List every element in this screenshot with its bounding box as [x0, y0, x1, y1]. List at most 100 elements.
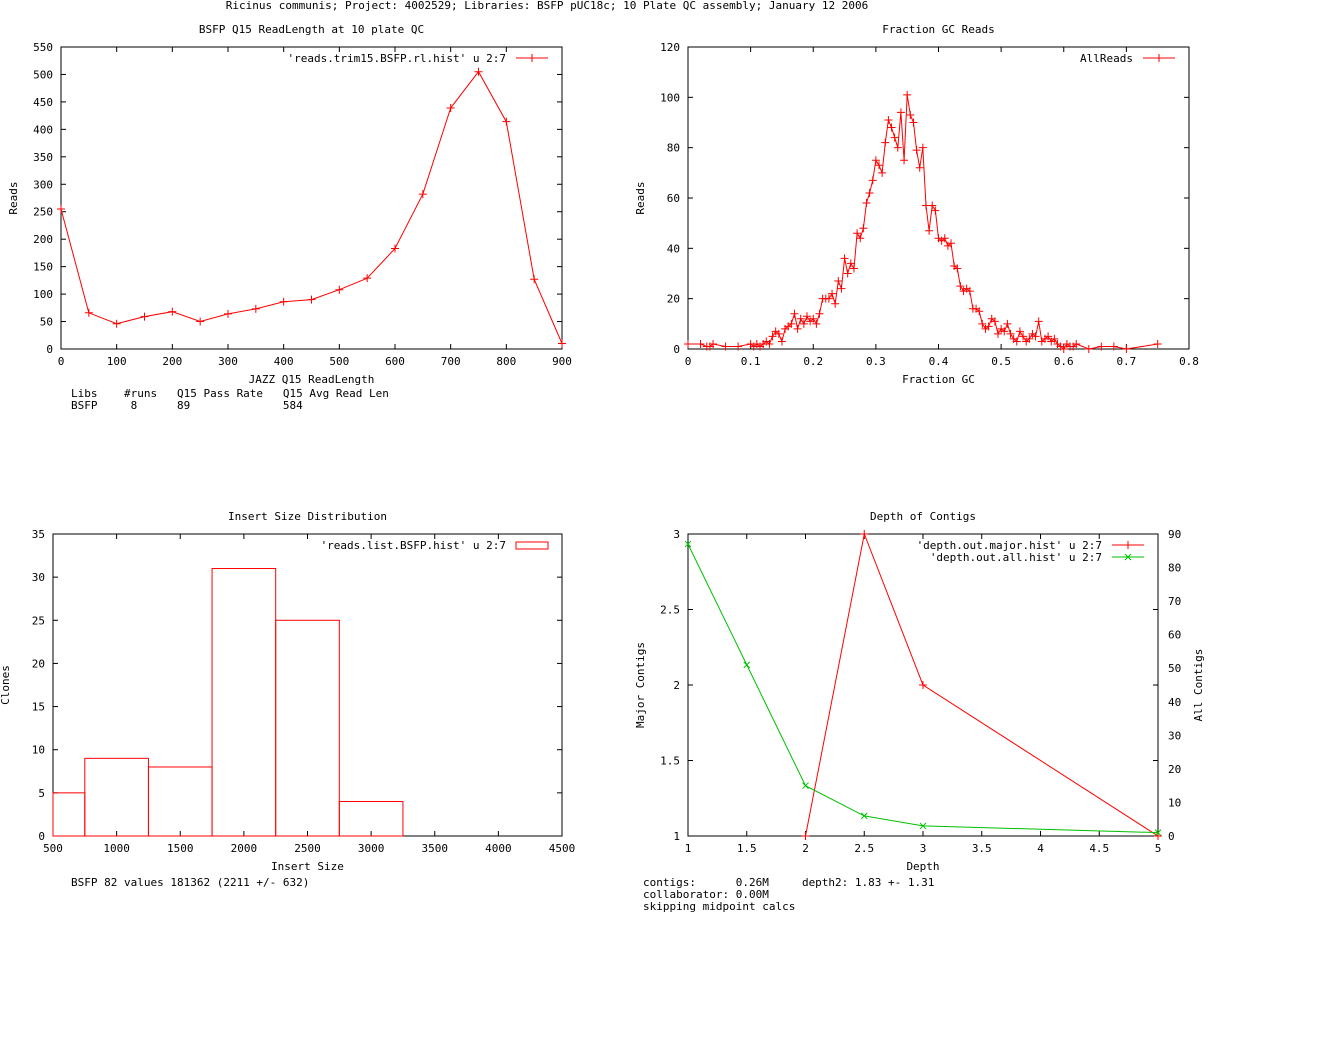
depth-ytick-label: 1.5	[660, 755, 680, 768]
gc-series-0-point	[978, 319, 987, 328]
depth-series-0-line	[805, 532, 1159, 837]
depth-series-1-point	[919, 822, 927, 830]
depth-xtick-label: 4.5	[1089, 842, 1109, 855]
gc-series-0-point	[896, 108, 905, 117]
depth-series-1-point	[860, 812, 868, 820]
depth-xtick-label: 2.5	[854, 842, 874, 855]
gc-series-0-point	[953, 264, 962, 273]
gc-series-0-point	[931, 206, 940, 215]
gc-series-0-point	[903, 90, 912, 99]
insert-ytick-label: 30	[32, 571, 45, 584]
insert-legend-label: 'reads.list.BSFP.hist' u 2:7	[321, 539, 506, 552]
gc-series-0-point	[993, 329, 1002, 338]
readlength-legend-marker	[528, 54, 536, 62]
readlength-series-0-point	[251, 304, 260, 313]
depth-y2tick-label: 20	[1168, 763, 1181, 776]
insert-bar	[211, 568, 277, 837]
gc-series-0-point	[834, 277, 843, 286]
gc-series-0-point	[774, 329, 783, 338]
gc-ytick-label: 80	[667, 142, 680, 155]
gc-series-0-line	[688, 94, 1158, 350]
gc-series-0-point	[1031, 332, 1040, 341]
gc-series-0-point	[777, 337, 786, 346]
insert-xtick-label: 3000	[358, 842, 385, 855]
readlength-ytick-label: 0	[46, 343, 53, 356]
depth-y2label: All Contigs	[1192, 649, 1205, 722]
depth-series-1-point	[743, 661, 751, 669]
gc-xtick-label: 0.3	[866, 355, 886, 368]
gc-series-0-point	[815, 309, 824, 318]
gc-series-0-point	[1050, 334, 1059, 343]
gc-series-0-point	[1000, 327, 1009, 336]
depth-xtick-label: 3.5	[972, 842, 992, 855]
readlength-ytick-label: 500	[33, 68, 53, 81]
gc-series-0-point	[837, 284, 846, 293]
gc-ytick-label: 40	[667, 242, 680, 255]
gc-series-0-point	[915, 163, 924, 172]
depth-series-1-point	[684, 540, 692, 548]
gc-series-0-point	[684, 339, 692, 348]
gc-series-0-point	[1109, 342, 1118, 351]
gc-series-0-point	[909, 118, 918, 127]
depth-ytick-label: 3	[673, 528, 680, 541]
depth-note: collaborator: 0.00M	[643, 888, 769, 901]
readlength-series-0-point	[446, 103, 455, 112]
readlength-xtick-label: 500	[329, 355, 349, 368]
gc-legend-marker	[1155, 54, 1163, 62]
insert-legend-swatch	[515, 541, 549, 550]
insert-xtick-label: 500	[43, 842, 63, 855]
depth-ylabel: Major Contigs	[634, 642, 647, 728]
gc-series-0-point	[824, 294, 833, 303]
gc-series-0-point	[884, 115, 893, 124]
gc-xtick-label: 0.7	[1116, 355, 1136, 368]
gc-series-0-point	[956, 282, 965, 291]
gc-series-0-point	[1044, 332, 1053, 341]
readlength-ylabel: Reads	[7, 181, 20, 214]
gc-xtick-label: 0	[685, 355, 692, 368]
depth-note: contigs: 0.26M depth2: 1.83 +- 1.31	[643, 876, 934, 889]
readlength-legend-label: 'reads.trim15.BSFP.rl.hist' u 2:7	[287, 52, 506, 65]
depth-ytick-label: 2	[673, 679, 680, 692]
gc-ytick-label: 0	[673, 343, 680, 356]
gc-series-0-point	[1019, 332, 1028, 341]
gc-series-0-point	[709, 339, 718, 348]
readlength-plot-frame	[60, 46, 563, 350]
gc-series-0-point	[1097, 342, 1106, 351]
depth-series-0-point	[919, 681, 927, 689]
depth-ytick-label: 2.5	[660, 604, 680, 617]
insert-ylabel: Clones	[0, 665, 12, 705]
insert-xtick-label: 1500	[167, 842, 194, 855]
gc-series-0-point	[809, 314, 818, 323]
depth-xtick-label: 3	[920, 842, 927, 855]
gc-ylabel: Reads	[634, 181, 647, 214]
depth-xtick-label: 4	[1037, 842, 1044, 855]
gc-series-0-point	[875, 161, 884, 170]
gc-xtick-label: 0.4	[929, 355, 949, 368]
gc-series-0-point	[912, 146, 921, 155]
insert-bar	[84, 757, 149, 837]
gc-xtick-label: 0.5	[991, 355, 1011, 368]
gc-series-0-point	[1012, 337, 1021, 346]
readlength-xtick-label: 400	[274, 355, 294, 368]
depth-y2tick-label: 30	[1168, 729, 1181, 742]
depth-series-1-point	[1154, 829, 1162, 836]
depth-note: skipping midpoint calcs	[643, 900, 795, 913]
gc-series-0-point	[975, 307, 984, 316]
depth-y2tick-label: 90	[1168, 528, 1181, 541]
insert-ytick-label: 10	[32, 744, 45, 757]
gc-series-0-point	[947, 239, 956, 248]
gc-series-0-point	[859, 224, 868, 233]
depth-title: Depth of Contigs	[870, 510, 976, 523]
depth-xlabel: Depth	[906, 860, 939, 873]
gc-series-0-point	[965, 287, 974, 296]
gc-series-0-point	[893, 143, 902, 152]
readlength-xtick-label: 800	[496, 355, 516, 368]
depth-legend-marker	[1124, 553, 1132, 561]
gc-series-0-point	[865, 188, 874, 197]
gc-xtick-label: 0.8	[1179, 355, 1199, 368]
gc-series-0-point	[1153, 339, 1162, 348]
gc-series-0-point	[1034, 317, 1043, 326]
readlength-series-0-point	[530, 275, 539, 284]
insert-bar	[147, 766, 213, 837]
